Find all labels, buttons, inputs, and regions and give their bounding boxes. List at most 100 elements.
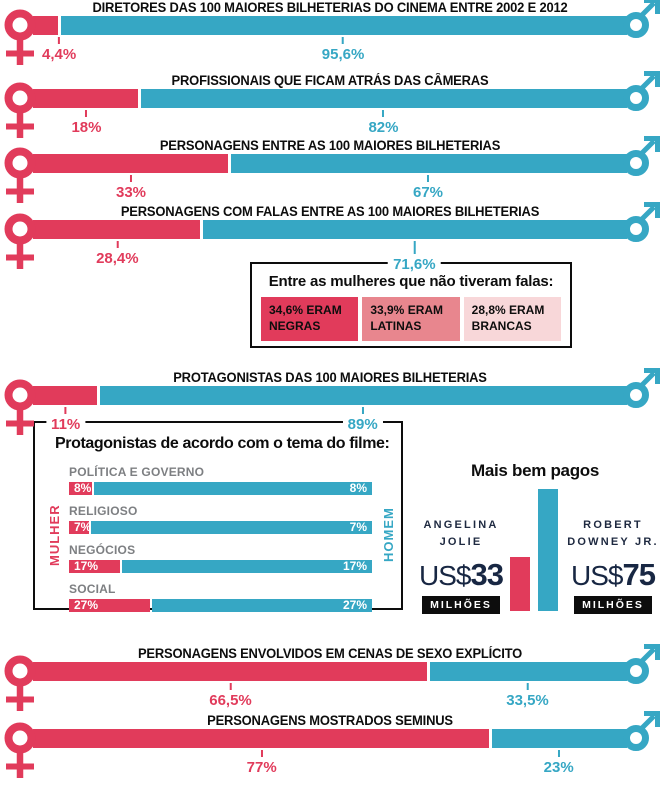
male-theme-segment: 17% xyxy=(121,560,372,573)
male-bar-segment xyxy=(141,89,627,108)
female-percentage-label: 4,4% xyxy=(42,37,76,62)
best-paid-male-bar xyxy=(538,488,558,611)
theme-row-social: SOCIAL 27% 27% xyxy=(69,582,372,612)
theme-row-negocios: NEGÓCIOS 17% 17% xyxy=(69,543,372,573)
male-symbol-icon xyxy=(623,368,660,408)
section-title: PERSONAGENS MOSTRADOS SEMINUS xyxy=(207,713,453,728)
best-paid-female-bar xyxy=(510,557,530,611)
theme-bar: 8% 8% xyxy=(69,482,372,495)
tick-mark xyxy=(382,110,385,117)
bar-section-sexo-explicito: PERSONAGENS ENVOLVIDOS EM CENAS DE SEXO … xyxy=(0,644,660,716)
male-symbol-icon xyxy=(623,711,660,751)
axis-label-mulher: MULHER xyxy=(47,504,62,566)
theme-bar: 17% 17% xyxy=(69,560,372,573)
female-symbol-icon xyxy=(4,379,36,435)
tick-mark xyxy=(58,37,61,44)
female-theme-segment: 8% xyxy=(69,482,93,495)
female-theme-segment: 27% xyxy=(69,599,150,612)
axis-label-homem: HOMEM xyxy=(381,507,396,563)
male-bar-segment xyxy=(230,154,627,173)
female-percentage-label: 11% xyxy=(46,407,86,432)
gender-bar xyxy=(33,729,627,748)
tick-mark xyxy=(427,175,429,182)
female-symbol-icon xyxy=(4,722,36,778)
gender-bar xyxy=(33,154,627,173)
bar-section-profissionais: PROFISSIONAIS QUE FICAM ATRÁS DAS CÂMERA… xyxy=(0,71,660,143)
male-bar-segment xyxy=(99,386,627,405)
film-theme-box-title: Protagonistas de acordo com o tema do fi… xyxy=(55,435,390,452)
male-bar-segment xyxy=(60,16,627,35)
no-speaking-women-box: Entre as mulheres que não tiveram falas:… xyxy=(250,262,572,348)
male-theme-segment: 27% xyxy=(151,599,372,612)
salary-unit-badge: MILHÕES xyxy=(422,596,500,614)
male-theme-segment: 7% xyxy=(91,521,372,534)
film-theme-box: Protagonistas de acordo com o tema do fi… xyxy=(33,421,403,612)
ethnicity-blocks: 34,6% ERAM NEGRAS 33,9% ERAM LATINAS 28,… xyxy=(261,297,561,341)
tick-mark xyxy=(413,241,416,254)
female-theme-segment: 7% xyxy=(69,521,90,534)
theme-row-religioso: RELIGIOSO 7% 7% xyxy=(69,504,372,534)
male-percentage-label: 67% xyxy=(413,175,443,200)
best-paid-angelina: ANGELINA JOLIE US$33 MILHÕES xyxy=(397,517,525,614)
salary-amount: US$33 xyxy=(419,557,504,592)
no-speaking-box-title: Entre as mulheres que não tiveram falas: xyxy=(268,273,554,290)
section-title: PERSONAGENS COM FALAS ENTRE AS 100 MAIOR… xyxy=(120,204,540,219)
female-bar-segment xyxy=(33,154,228,173)
bar-section-falas: PERSONAGENS COM FALAS ENTRE AS 100 MAIOR… xyxy=(0,202,660,274)
tick-mark xyxy=(116,241,119,248)
female-symbol-icon xyxy=(4,655,36,711)
bar-section-protagonistas: PROTAGONISTAS DAS 100 MAIORES BILHETERIA… xyxy=(0,368,660,440)
tick-mark xyxy=(260,750,263,757)
gender-bar xyxy=(33,89,627,108)
female-bar-segment xyxy=(33,662,427,681)
theme-bar: 7% 7% xyxy=(69,521,372,534)
bar-section-seminus: PERSONAGENS MOSTRADOS SEMINUS 77% 23% xyxy=(0,711,660,783)
female-percentage-label: 33% xyxy=(116,175,146,200)
section-title: PERSONAGENS ENTRE AS 100 MAIORES BILHETE… xyxy=(159,138,501,153)
male-percentage-label: 89% xyxy=(342,407,383,432)
tick-mark xyxy=(85,110,88,117)
male-percentage-label: 33,5% xyxy=(506,683,549,708)
section-title: PERSONAGENS ENVOLVIDOS EM CENAS DE SEXO … xyxy=(137,646,523,661)
gender-bar xyxy=(33,386,627,405)
female-symbol-icon xyxy=(4,82,36,138)
gender-bar xyxy=(33,16,627,35)
male-percentage-label: 23% xyxy=(544,750,574,775)
theme-label: SOCIAL xyxy=(69,582,116,596)
ethnicity-block-negras: 34,6% ERAM NEGRAS xyxy=(261,297,359,341)
theme-label: NEGÓCIOS xyxy=(69,543,136,557)
tick-mark xyxy=(361,407,364,414)
salary-unit-badge: MILHÕES xyxy=(574,596,652,614)
best-paid-title: Mais bem pagos xyxy=(470,461,600,480)
female-bar-segment xyxy=(33,16,58,35)
best-paid-robert: ROBERT DOWNEY JR. US$75 MILHÕES xyxy=(549,517,660,614)
male-theme-segment: 8% xyxy=(94,482,372,495)
male-bar-segment xyxy=(491,729,627,748)
male-percentage-label: 95,6% xyxy=(322,37,364,62)
bar-section-personagens: PERSONAGENS ENTRE AS 100 MAIORES BILHETE… xyxy=(0,136,660,208)
theme-bar: 27% 27% xyxy=(69,599,372,612)
female-symbol-icon xyxy=(4,213,36,269)
female-bar-segment xyxy=(33,89,139,108)
actor-name: ROBERT DOWNEY JR. xyxy=(567,519,659,548)
theme-rows: POLÍTICA E GOVERNO 8% 8% RELIGIOSO 7% 7%… xyxy=(69,465,372,621)
ethnicity-block-brancas: 28,8% ERAM BRANCAS xyxy=(463,297,561,341)
male-bar-segment xyxy=(203,220,627,239)
section-title: DIRETORES DAS 100 MAIORES BILHETERIAS DO… xyxy=(92,0,568,15)
male-symbol-icon xyxy=(623,136,660,176)
male-symbol-icon xyxy=(623,71,660,111)
theme-label: POLÍTICA E GOVERNO xyxy=(69,465,205,479)
male-bar-segment xyxy=(429,662,627,681)
female-symbol-icon xyxy=(4,9,36,65)
female-symbol-icon xyxy=(4,147,36,203)
theme-row-politica: POLÍTICA E GOVERNO 8% 8% xyxy=(69,465,372,495)
female-percentage-label: 18% xyxy=(71,110,101,135)
tick-mark xyxy=(342,37,345,44)
theme-label: RELIGIOSO xyxy=(69,504,138,518)
female-bar-segment xyxy=(33,729,489,748)
ethnicity-block-latinas: 33,9% ERAM LATINAS xyxy=(362,297,460,341)
male-symbol-icon xyxy=(623,644,660,684)
female-percentage-label: 28,4% xyxy=(96,241,139,266)
gender-bar xyxy=(33,662,627,681)
male-percentage-label: 82% xyxy=(368,110,398,135)
